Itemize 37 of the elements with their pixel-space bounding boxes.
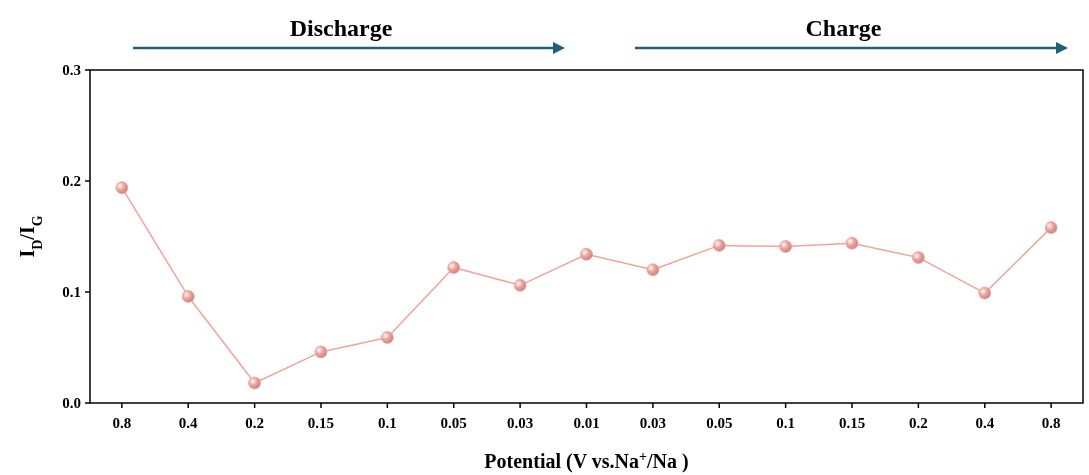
x-tick-label: 0.15: [838, 415, 866, 431]
point: [712, 238, 726, 252]
point: [646, 263, 660, 277]
x-axis-title: Potential (V vs.Na$^{+}$/Na ): [484, 448, 689, 473]
point: [447, 261, 461, 274]
x-tick-label: 0.05: [706, 415, 733, 431]
y-tick-label: 0.1: [62, 284, 81, 301]
x-tick-label: 0.4: [975, 415, 995, 431]
y-tick-label: 0.2: [62, 173, 81, 190]
point: [779, 240, 793, 253]
point: [911, 251, 925, 264]
x-tick-label: 0.05: [440, 415, 467, 431]
point: [1044, 221, 1058, 235]
x-tick-label: 0.01: [573, 415, 600, 431]
point: [115, 181, 129, 195]
x-tick-label: 0.15: [307, 415, 335, 431]
y-tick-label: 0.0: [62, 395, 81, 412]
point: [380, 331, 394, 344]
point: [513, 278, 527, 292]
point: [314, 345, 328, 359]
x-tick-label: 0.4: [178, 415, 199, 431]
text: Charge: [805, 15, 882, 41]
x-tick-label: 0.03: [639, 415, 666, 431]
x-tick-label: 0.1: [377, 415, 397, 431]
x-tick-label: 0.8: [112, 415, 132, 431]
x-tick-label: 0.1: [776, 415, 796, 431]
x-tick-label: 0.2: [909, 415, 928, 431]
point: [845, 236, 859, 250]
point: [978, 286, 992, 300]
point: [248, 376, 262, 390]
x-tick-label: 0.8: [1041, 415, 1061, 431]
point: [181, 290, 195, 303]
point: [580, 247, 593, 261]
x-tick-label: 0.03: [507, 415, 534, 431]
x-tick-label: 0.2: [245, 415, 264, 431]
text: Discharge: [289, 15, 393, 41]
y-tick-label: 0.3: [62, 62, 81, 79]
